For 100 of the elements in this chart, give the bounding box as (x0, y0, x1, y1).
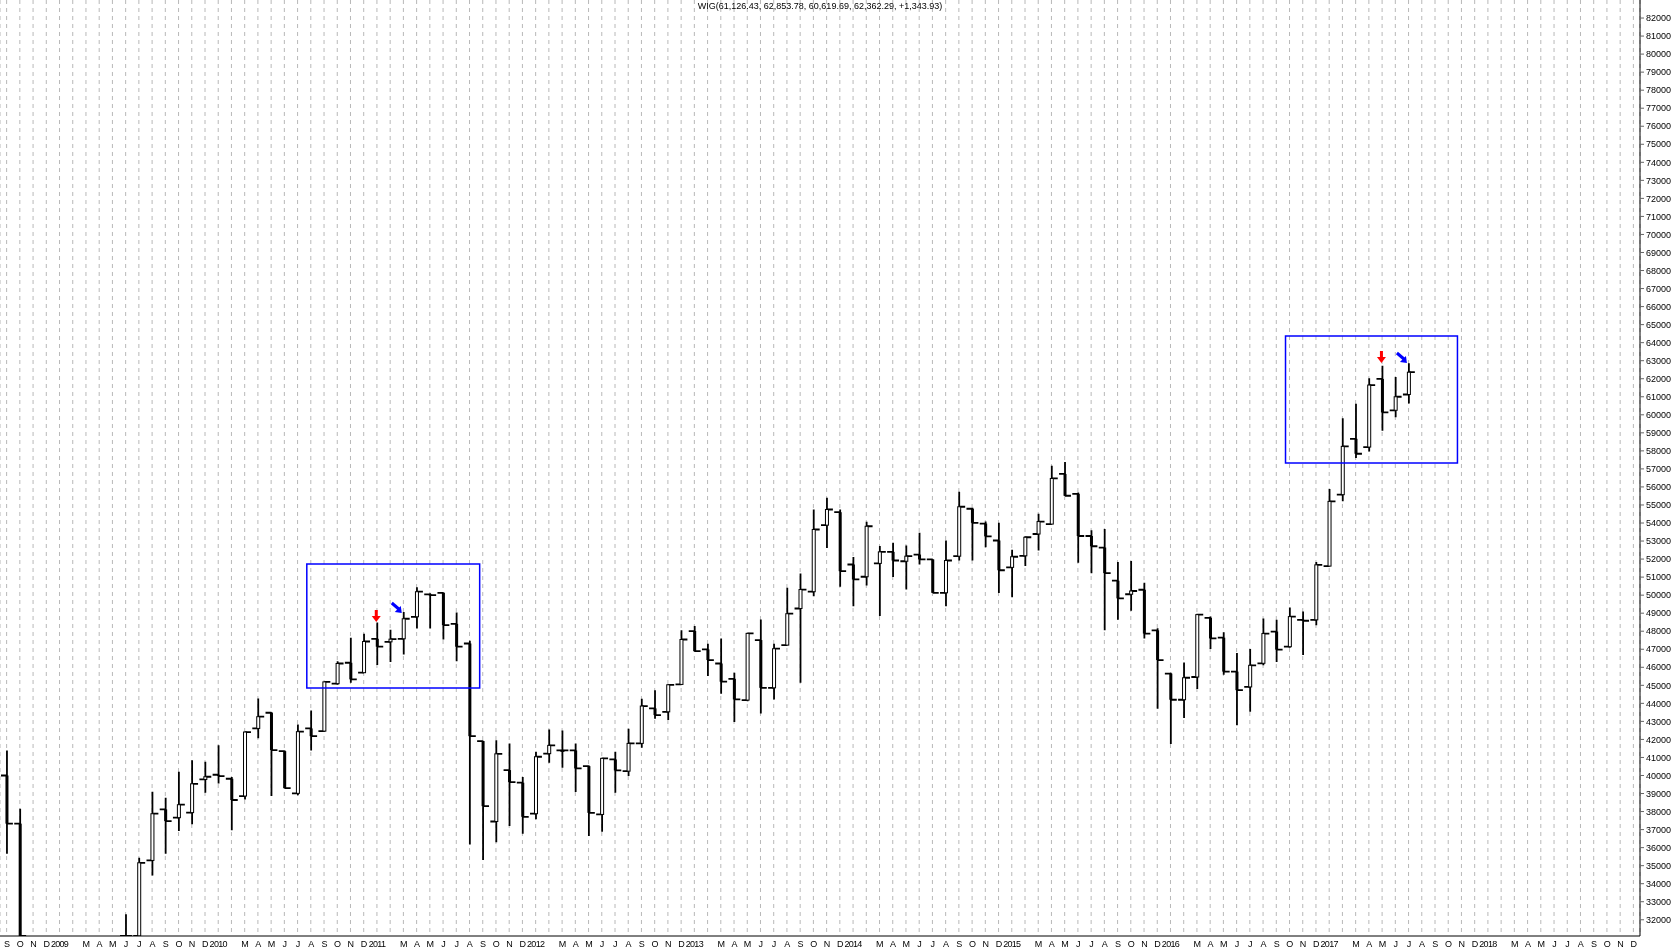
x-tick-label: N (30, 939, 37, 948)
x-tick-label: A (308, 939, 315, 948)
y-tick-label: 36000 (1646, 842, 1672, 853)
x-tick-label: J (930, 939, 935, 948)
y-tick-label: 66000 (1646, 301, 1672, 312)
x-tick-label: O (492, 939, 500, 948)
x-tick-label: S (1273, 939, 1280, 948)
x-tick-label: A (413, 939, 420, 948)
y-tick-label: 56000 (1646, 482, 1672, 493)
x-tick-label: O (651, 939, 659, 948)
x-tick-label: D (1471, 939, 1479, 948)
x-tick-label: D (519, 939, 527, 948)
y-tick-label: 57000 (1646, 464, 1672, 475)
x-tick-label: A (1524, 939, 1531, 948)
x-tick-label: J (1247, 939, 1252, 948)
x-tick-label: A (1366, 939, 1373, 948)
y-tick-label: 76000 (1646, 121, 1672, 132)
x-tick-label: O (175, 939, 183, 948)
x-tick-label: 2014 (844, 939, 863, 948)
y-tick-label: 79000 (1646, 67, 1672, 78)
x-tick-label: M (82, 939, 90, 948)
candlestick (931, 558, 935, 594)
y-tick-label: 62000 (1646, 373, 1672, 384)
x-tick-label: M (876, 939, 884, 948)
y-tick-label: 74000 (1646, 157, 1672, 168)
x-tick-label: J (441, 939, 446, 948)
y-tick-label: 48000 (1646, 626, 1672, 637)
y-tick-label: 80000 (1646, 49, 1672, 60)
x-tick-label: M (1378, 939, 1386, 948)
y-tick-label: 40000 (1646, 770, 1672, 781)
x-tick-label: M (585, 939, 593, 948)
candlestick (335, 660, 340, 686)
x-tick-label: S (480, 939, 487, 948)
x-tick-label: D (1154, 939, 1162, 948)
x-tick-label: A (1048, 939, 1055, 948)
x-tick-label: M (109, 939, 117, 948)
x-tick-label: D (836, 939, 844, 948)
x-tick-label: O (1603, 939, 1611, 948)
y-tick-label: 63000 (1646, 355, 1672, 366)
x-tick-label: N (1458, 939, 1465, 948)
y-tick-label: 61000 (1646, 391, 1672, 402)
y-tick-label: 59000 (1646, 428, 1672, 439)
x-tick-label: A (1419, 939, 1426, 948)
x-tick-label: A (96, 939, 103, 948)
y-tick-label: 72000 (1646, 193, 1672, 204)
x-tick-label: A (890, 939, 897, 948)
x-tick-label: S (162, 939, 169, 948)
y-tick-label: 52000 (1646, 554, 1672, 565)
x-tick-label: O (334, 939, 342, 948)
x-tick-label: A (942, 939, 949, 948)
x-tick-label: S (321, 939, 328, 948)
x-tick-label: J (1234, 939, 1239, 948)
y-tick-label: 65000 (1646, 319, 1672, 330)
y-tick-label: 81000 (1646, 31, 1672, 42)
x-tick-label: O (1286, 939, 1294, 948)
x-tick-label: D (43, 939, 51, 948)
y-tick-label: 71000 (1646, 211, 1672, 222)
x-tick-label: J (613, 939, 618, 948)
y-tick-label: 51000 (1646, 572, 1672, 583)
x-tick-label: M (426, 939, 434, 948)
x-tick-label: J (1406, 939, 1411, 948)
x-tick-label: J (136, 939, 141, 948)
y-tick-label: 73000 (1646, 175, 1672, 186)
x-tick-label: M (902, 939, 910, 948)
y-tick-label: 58000 (1646, 446, 1672, 457)
x-tick-label: N (1617, 939, 1624, 948)
x-tick-label: N (982, 939, 989, 948)
y-tick-label: 70000 (1646, 229, 1672, 240)
x-tick-label: J (771, 939, 776, 948)
x-tick-label: J (1552, 939, 1557, 948)
y-tick-label: 43000 (1646, 716, 1672, 727)
x-tick-label: O (810, 939, 818, 948)
x-tick-label: A (149, 939, 156, 948)
x-tick-label: 2018 (1479, 939, 1498, 948)
x-tick-label: A (572, 939, 579, 948)
y-tick-label: 49000 (1646, 608, 1672, 619)
y-tick-label: 42000 (1646, 734, 1672, 745)
x-tick-label: D (360, 939, 368, 948)
x-tick-label: D (202, 939, 210, 948)
x-tick-label: D (995, 939, 1003, 948)
x-tick-label: A (1577, 939, 1584, 948)
x-tick-label: 2013 (685, 939, 704, 948)
x-tick-label: J (1089, 939, 1094, 948)
y-tick-label: 38000 (1646, 806, 1672, 817)
x-tick-label: J (1393, 939, 1398, 948)
x-tick-label: J (758, 939, 763, 948)
x-tick-label: A (1260, 939, 1267, 948)
x-tick-label: A (784, 939, 791, 948)
x-tick-label: A (731, 939, 738, 948)
y-tick-label: 53000 (1646, 536, 1672, 547)
y-tick-label: 69000 (1646, 247, 1672, 258)
x-tick-label: 2009 (50, 939, 69, 948)
x-tick-label: M (267, 939, 275, 948)
y-tick-label: 78000 (1646, 85, 1672, 96)
chart-title: WIG(61,126.43, 62,853.78, 60,619.69, 62,362.29, +1,343.93) (696, 1, 944, 11)
y-tick-label: 33000 (1646, 896, 1672, 907)
x-tick-label: J (1076, 939, 1080, 948)
x-tick-label: A (1101, 939, 1108, 948)
x-tick-label: 2012 (527, 939, 545, 948)
x-tick-label: 2016 (1161, 939, 1180, 948)
